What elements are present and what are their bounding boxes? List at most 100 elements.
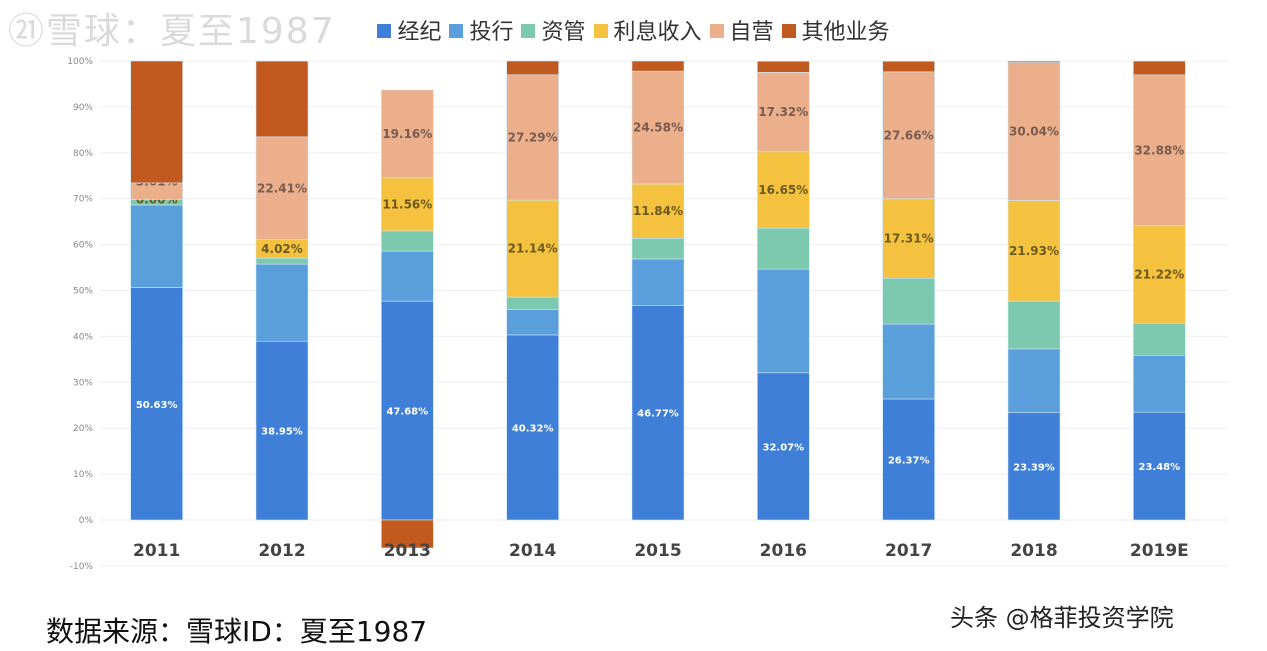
legend-label: 投行: [469, 20, 514, 45]
legend-swatch: [709, 24, 724, 38]
data-label: 30.04%: [1009, 125, 1059, 139]
bar-segment: [631, 238, 685, 260]
legend-item: 资管: [521, 14, 586, 46]
data-label: 32.07%: [763, 442, 805, 453]
bar-segment: [1133, 411, 1186, 521]
bar-segment: [1007, 60, 1061, 63]
bar-segment: [1133, 74, 1186, 227]
legend-swatch: [781, 24, 796, 38]
bar-segment: [882, 398, 935, 521]
bar-segment: [506, 309, 559, 336]
y-tick-label: -10%: [70, 562, 94, 572]
legend-item: 经纪: [377, 14, 441, 46]
bar-segment: [506, 60, 559, 76]
legend-item: 其他业务: [781, 14, 890, 46]
data-label: 47.68%: [387, 407, 429, 418]
legend-item: 利息收入: [593, 14, 702, 46]
bar-segment: [130, 287, 183, 521]
y-tick-label: 30%: [73, 378, 93, 388]
data-label: 38.95%: [261, 427, 303, 438]
data-label: 21.14%: [508, 242, 558, 256]
x-tick-label: 2011: [133, 541, 180, 561]
y-tick-label: 60%: [73, 241, 93, 251]
bar-segment: [381, 177, 434, 232]
bar-segment: [757, 71, 810, 153]
x-tick-label: 2016: [760, 541, 807, 561]
x-tick-label: 2015: [634, 541, 681, 561]
data-label: 19.16%: [382, 127, 432, 141]
bar-segment: [882, 277, 935, 325]
bar-segment: [381, 300, 434, 521]
bar-segment: [1007, 62, 1061, 201]
legend-swatch: [593, 24, 608, 38]
bar-segment: [1133, 60, 1186, 76]
bar-segment: [1133, 225, 1186, 324]
y-tick-label: 20%: [73, 424, 93, 434]
legend: 经纪 投行 资管 利息收入 自营 其他业务: [0, 14, 1267, 46]
data-label: 11.84%: [633, 204, 683, 218]
bar-segment: [381, 230, 434, 252]
data-label: 27.29%: [508, 130, 558, 144]
data-label: 11.56%: [382, 197, 432, 211]
x-tick-label: 2014: [509, 541, 556, 561]
legend-label: 经纪: [397, 20, 442, 45]
data-label: 17.31%: [884, 232, 934, 246]
x-tick-label: 2019E: [1130, 541, 1189, 561]
y-tick-label: 80%: [73, 149, 93, 159]
bar-segment: [631, 60, 685, 72]
bar-segment: [757, 151, 810, 229]
x-tick-label: 2018: [1010, 541, 1057, 561]
bar-segment: [381, 250, 434, 302]
bar-segment: [1133, 355, 1186, 413]
bar-segment: [1007, 200, 1061, 302]
data-label: 16.65%: [758, 183, 808, 197]
data-label: 21.22%: [1134, 267, 1184, 281]
stacked-bar-chart: -10% 0% 10% 20% 30% 40% 50% 60% 70% 80% 90% 100% 50.…: [67, 57, 1228, 572]
data-label: 46.77%: [637, 409, 679, 420]
bar-segment: [882, 71, 935, 200]
y-tick-label: 0%: [79, 516, 94, 526]
data-label: 50.63%: [136, 400, 178, 411]
data-label: 23.39%: [1013, 462, 1055, 473]
legend-label: 其他业务: [801, 20, 890, 45]
legend-swatch: [377, 24, 392, 38]
bar-segment: [757, 268, 810, 374]
y-tick-label: 90%: [73, 103, 93, 113]
x-tick-label: 2013: [384, 541, 431, 561]
data-label: 21.93%: [1009, 244, 1059, 258]
data-label: 17.32%: [758, 105, 808, 119]
bar-segment: [1007, 348, 1061, 413]
x-tick-label: 2012: [258, 541, 305, 561]
data-label: 26.37%: [888, 455, 930, 466]
data-source-note: 数据来源：雪球ID：夏至1987: [46, 615, 428, 648]
bar-segment: [506, 199, 559, 298]
bar-segment: [506, 334, 559, 521]
bar-segment: [381, 89, 434, 179]
legend-swatch: [449, 24, 464, 38]
bar-segment: [631, 183, 685, 239]
bar-segment: [882, 198, 935, 279]
x-tick-label: 2017: [885, 541, 932, 561]
bar-segment: [631, 70, 685, 185]
y-tick-label: 100%: [67, 57, 93, 67]
bar-segment: [757, 60, 810, 73]
bar-segment: [130, 60, 183, 184]
bar-segment: [1007, 412, 1061, 521]
data-label: 23.48%: [1139, 462, 1181, 473]
y-tick-label: 10%: [73, 470, 93, 480]
data-label: 22.41%: [257, 181, 307, 195]
bar-segment: [255, 263, 309, 342]
bar-segment: [757, 227, 810, 270]
data-label: 4.02%: [261, 242, 303, 256]
legend-item: 自营: [709, 14, 774, 46]
bar-segment: [882, 60, 935, 73]
legend-item: 投行: [449, 14, 513, 46]
data-label: 32.88%: [1134, 143, 1184, 157]
bar-segment: [631, 258, 685, 306]
legend-label: 资管: [541, 20, 586, 45]
legend-label: 自营: [729, 20, 774, 45]
bar-segment: [757, 372, 810, 521]
bar-segment: [882, 323, 935, 400]
author-credit: 头条 @格菲投资学院: [950, 604, 1174, 632]
data-label: 40.32%: [512, 423, 554, 434]
